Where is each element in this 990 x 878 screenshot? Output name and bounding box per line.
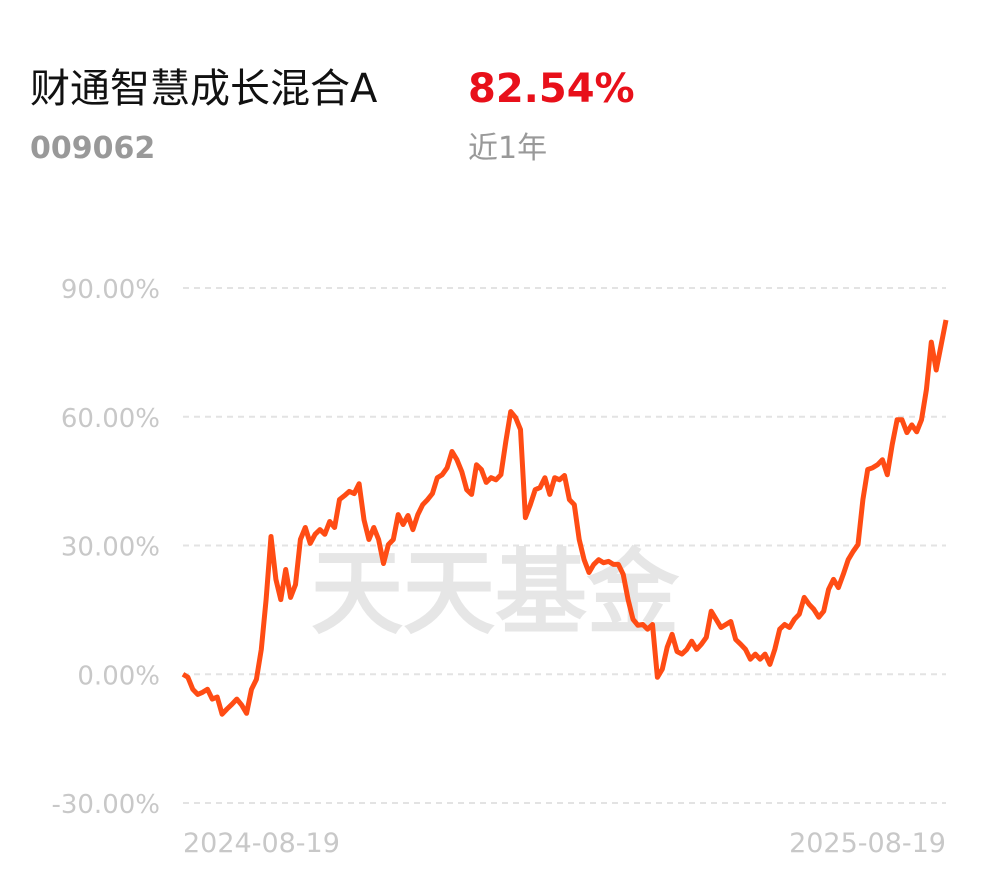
price-line <box>181 319 949 717</box>
y-tick-label: 30.00% <box>61 533 160 563</box>
fund-return: 82.54% <box>468 66 635 112</box>
fund-code: 009062 <box>30 131 155 166</box>
x-tick-label: 2025-08-19 <box>789 828 946 859</box>
y-tick-label: 60.00% <box>61 404 160 434</box>
fund-title: 财通智慧成长混合A <box>30 66 378 112</box>
y-tick-label: 90.00% <box>61 275 160 305</box>
watermark: 天天基金 <box>311 539 680 647</box>
y-tick-label: -30.00% <box>51 790 160 820</box>
x-tick-label: 2024-08-19 <box>183 828 340 859</box>
period: 近1年 <box>468 131 547 166</box>
y-tick-label: 0.00% <box>77 661 160 691</box>
